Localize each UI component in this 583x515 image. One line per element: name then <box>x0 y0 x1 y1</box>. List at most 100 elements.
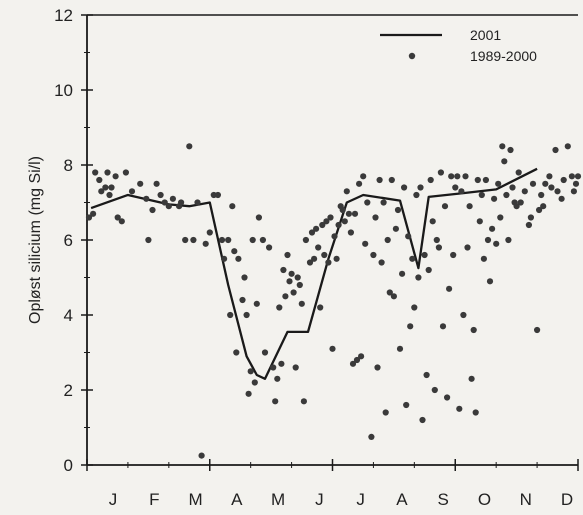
scatter-point <box>507 146 514 154</box>
scatter-point <box>444 394 451 401</box>
scatter-point <box>349 360 357 367</box>
scatter-point <box>509 184 516 191</box>
scatter-point <box>464 244 471 251</box>
y-axis-label: Opløst silicium (mg Si/l) <box>27 156 44 324</box>
scatter-point <box>137 180 144 187</box>
scatter-point <box>321 251 328 259</box>
scatter-point <box>499 143 506 150</box>
scatter-point <box>245 390 252 397</box>
scatter-point <box>411 304 418 311</box>
scatter-point <box>290 289 297 296</box>
scatter-point <box>282 293 289 300</box>
scatter-point <box>343 188 350 195</box>
x-tick-label: D <box>561 490 573 509</box>
scatter-point <box>227 311 234 319</box>
scatter-point <box>85 214 93 221</box>
scatter-point <box>568 173 576 180</box>
legend-dot-swatch <box>408 52 416 60</box>
scatter-point <box>548 184 555 191</box>
scatter-point <box>296 281 303 289</box>
y-tick-label: 8 <box>64 156 73 175</box>
scatter-point <box>186 143 193 150</box>
scatter-point <box>515 169 522 176</box>
y-tick-label: 4 <box>64 306 73 325</box>
scatter-point <box>112 173 119 180</box>
y-tick-label: 0 <box>64 456 73 475</box>
scatter-point <box>327 214 334 221</box>
scatter-point <box>90 210 97 217</box>
scatter-point <box>497 214 504 221</box>
y-tick-label: 12 <box>54 6 73 25</box>
scatter-point <box>251 379 258 386</box>
scatter-point <box>122 169 129 176</box>
scatter-point <box>570 188 578 195</box>
legend-label-2001: 2001 <box>470 27 501 43</box>
scatter-point <box>413 191 420 199</box>
scatter-point <box>415 274 422 281</box>
scatter-point <box>161 199 168 206</box>
scatter-point <box>470 326 477 334</box>
scatter-point <box>435 244 442 251</box>
scatter-point <box>484 236 492 244</box>
marks <box>85 143 582 459</box>
scatter-point <box>128 188 136 195</box>
scatter-point <box>560 176 567 184</box>
scatter-point <box>493 240 500 247</box>
scatter-point <box>554 188 561 195</box>
scatter-point <box>399 270 406 277</box>
scatter-point <box>311 255 318 262</box>
x-tick-label: A <box>396 490 408 509</box>
scatter-point <box>486 278 494 285</box>
scatter-point <box>347 229 354 236</box>
scatter-point <box>450 251 457 259</box>
scatter-point <box>266 244 273 251</box>
scatter-point <box>505 236 512 244</box>
x-tick-label: J <box>356 490 365 509</box>
x-tick-label: F <box>149 490 159 509</box>
scatter-point <box>378 259 385 266</box>
scatter-point <box>454 173 461 180</box>
scatter-point <box>98 188 105 195</box>
scatter-point <box>480 255 487 262</box>
scatter-point <box>278 360 285 367</box>
scatter-point <box>239 296 246 304</box>
scatter-point <box>241 274 248 281</box>
scatter-point <box>527 214 535 221</box>
scatter-point <box>542 180 549 187</box>
scatter-point <box>491 195 498 202</box>
scatter-point <box>437 169 444 176</box>
scatter-point <box>572 180 580 187</box>
scatter-point <box>368 433 375 440</box>
scatter-point <box>353 356 361 364</box>
scatter-point <box>472 409 479 416</box>
scatter-point <box>102 184 109 191</box>
scatter-point <box>319 221 326 229</box>
scatter-point <box>439 323 447 330</box>
scatter-point <box>423 371 430 379</box>
axes: 0 2 4 6 8 10 12 J F M A M J J A S O N D <box>54 6 579 509</box>
scatter-point <box>261 349 269 356</box>
scatter-point <box>374 364 381 371</box>
scatter-point <box>284 251 291 259</box>
scatter-point <box>315 244 322 251</box>
scatter-point <box>198 452 205 459</box>
scatter-point <box>106 191 113 199</box>
scatter-point <box>274 375 281 382</box>
scatter-point <box>153 180 160 187</box>
scatter-point <box>104 169 111 176</box>
scatter-point <box>341 218 348 225</box>
scatter-point <box>419 416 426 424</box>
legend: 2001 1989-2000 <box>380 27 537 64</box>
scatter-point <box>329 345 336 352</box>
scatter-point <box>521 188 528 195</box>
scatter-point <box>300 398 307 405</box>
scatter-point <box>214 191 221 199</box>
scatter-point <box>206 229 213 236</box>
scatter-point <box>292 364 299 371</box>
scatter-point <box>243 311 250 319</box>
scatter-point <box>552 146 559 154</box>
scatter-point <box>235 255 242 262</box>
scatter-point <box>165 203 172 210</box>
scatter-point <box>401 184 408 191</box>
scatter-point <box>298 300 305 307</box>
